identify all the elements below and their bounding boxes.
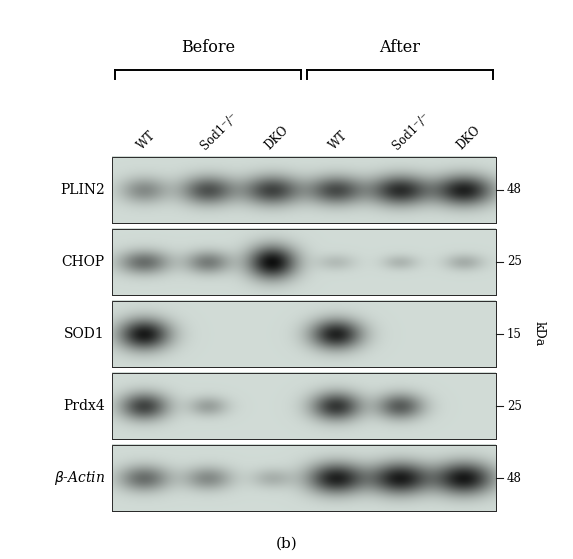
FancyBboxPatch shape xyxy=(112,373,496,439)
Text: Prdx4: Prdx4 xyxy=(63,399,105,413)
Text: DKO: DKO xyxy=(262,124,291,152)
Text: WT: WT xyxy=(327,129,350,152)
Text: 25: 25 xyxy=(507,255,522,268)
Text: kDa: kDa xyxy=(532,321,545,347)
FancyBboxPatch shape xyxy=(112,229,496,295)
Text: 15: 15 xyxy=(507,328,522,340)
Text: DKO: DKO xyxy=(454,124,483,152)
Text: Sod1⁻/⁻: Sod1⁻/⁻ xyxy=(198,110,241,152)
Text: Sod1⁻/⁻: Sod1⁻/⁻ xyxy=(390,110,433,152)
Text: (b): (b) xyxy=(276,536,297,551)
Text: 48: 48 xyxy=(507,472,522,485)
Text: $\beta$-Actin: $\beta$-Actin xyxy=(53,469,105,487)
Text: SOD1: SOD1 xyxy=(64,327,105,341)
Text: 25: 25 xyxy=(507,400,522,413)
FancyBboxPatch shape xyxy=(112,157,496,223)
Text: After: After xyxy=(379,39,420,56)
Text: CHOP: CHOP xyxy=(62,255,105,269)
Text: 48: 48 xyxy=(507,183,522,196)
FancyBboxPatch shape xyxy=(112,301,496,367)
Text: WT: WT xyxy=(135,129,158,152)
FancyBboxPatch shape xyxy=(112,445,496,511)
Text: PLIN2: PLIN2 xyxy=(60,183,105,197)
Text: Before: Before xyxy=(180,39,235,56)
